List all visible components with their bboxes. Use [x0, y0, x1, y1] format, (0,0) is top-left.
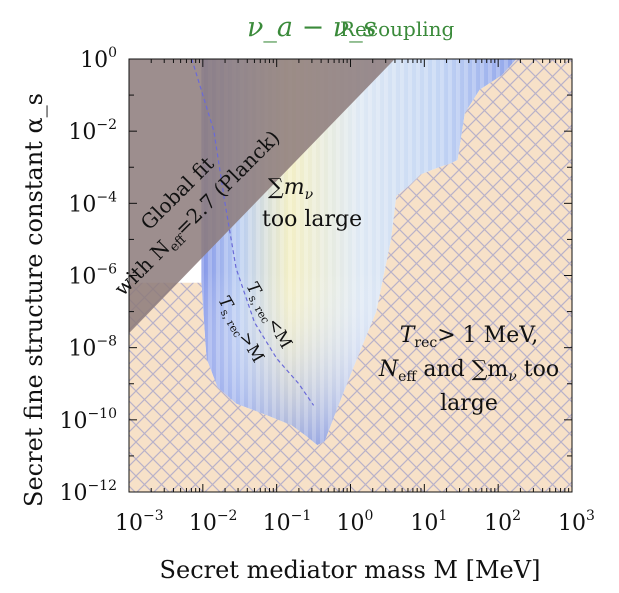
trec-line1-sub: rec [414, 335, 437, 351]
trec-line2: Neff and ∑mν too [378, 357, 559, 385]
trec-line3: large [440, 391, 498, 416]
sum-symbol: ∑ [268, 175, 284, 200]
global-fit-region [129, 59, 395, 334]
y-tick-label: 10−12 [59, 478, 117, 506]
trec-line2-n: N [378, 357, 399, 382]
trec-line2-rest: and ∑m [416, 357, 508, 382]
ts-rec-equals-m-curve [191, 59, 315, 406]
annotation-sum-mnu: ∑mν too large [262, 175, 362, 232]
y-tick-label: 10−4 [68, 189, 117, 217]
y-tick-label: 10−8 [68, 334, 117, 362]
plot-area [129, 59, 572, 492]
chart-title: ν_a − ν_s Recoupling [247, 12, 454, 43]
trec-line1-rest: > 1 MeV, [437, 323, 538, 348]
x-tick-label: 102 [484, 508, 521, 536]
y-tick-label: 100 [80, 45, 117, 73]
sum-sub: ν [305, 187, 314, 203]
excluded-hatched-region [129, 59, 572, 492]
x-tick-label: 10−3 [115, 508, 164, 536]
annotation-trec: Trec> 1 MeV, Neff and ∑mν too large [378, 323, 559, 416]
x-tick-label: 101 [410, 508, 447, 536]
title-sub: Recoupling [340, 17, 454, 41]
trec-line2-nu: ν [508, 369, 517, 385]
x-tick-label: 100 [337, 508, 374, 536]
y-tick-labels: 100 10−2 10−4 10−6 10−8 10−10 10−12 [59, 45, 117, 506]
title-main: ν_a − ν_s [247, 12, 377, 43]
x-tick-labels: 10−3 10−2 10−1 100 101 102 103 [115, 508, 595, 536]
trec-line1: Trec> 1 MeV, [400, 323, 539, 351]
sum-var: m [284, 175, 305, 200]
x-tick-label: 103 [558, 508, 595, 536]
y-tick-label: 10−6 [68, 262, 117, 290]
sum-mnu-label: ∑mν [268, 175, 314, 203]
trec-line2-end: too [517, 357, 559, 382]
x-tick-label: 10−2 [189, 508, 238, 536]
x-axis-title: Secret mediator mass M [MeV] [160, 556, 541, 584]
x-tick-label: 10−1 [263, 508, 312, 536]
y-tick-label: 10−10 [59, 406, 117, 434]
axis-ticks [128, 58, 573, 493]
y-axis-title: Secret fine structure constant α_s [20, 93, 48, 507]
trec-line1-t: T [400, 323, 417, 348]
trec-line2-sub: eff [398, 369, 417, 385]
too-large-label: too large [262, 207, 362, 232]
y-tick-label: 10−2 [68, 117, 117, 145]
